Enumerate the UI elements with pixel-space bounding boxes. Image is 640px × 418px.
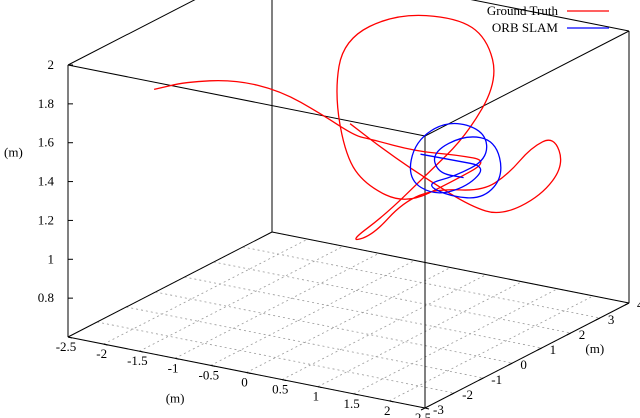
- y-tick-label: -2: [462, 387, 473, 402]
- z-tick-label: 1.8: [38, 96, 54, 111]
- z-tick-label: 1.4: [38, 174, 55, 189]
- box-edge: [271, 231, 630, 304]
- y-tick-mark: [449, 392, 455, 396]
- x-tick-mark: [424, 407, 430, 410]
- z-tick-label: 1.6: [38, 135, 55, 150]
- box-edge: [67, 64, 426, 137]
- box-edge: [424, 30, 630, 137]
- tick-labels: -2.5 -2 -1.5 -1 -0.5 0 0.5 1 1.5 2 2.5-3 -2 -1 0 1 2 3 4 0…: [4, 57, 640, 418]
- grid-line-x: [282, 274, 487, 380]
- x-tick-mark: [353, 393, 358, 396]
- x-tick-label: 1: [313, 389, 320, 404]
- box-edge: [424, 302, 630, 409]
- x-axis-label: (m): [166, 390, 185, 405]
- z-tick-label: 1.2: [38, 212, 54, 227]
- grid-line-x: [174, 252, 380, 359]
- x-tick-label: -1: [168, 360, 179, 375]
- y-tick-mark: [537, 347, 542, 351]
- box-edge: [67, 231, 273, 338]
- grid-line-x: [103, 238, 308, 345]
- y-tick-label: -1: [491, 372, 502, 387]
- x-tick-label: -2: [96, 346, 107, 361]
- y-tick-mark: [420, 407, 426, 411]
- y-tick-label: 2: [579, 327, 586, 342]
- legend: Ground Truth ORB SLAM: [487, 3, 609, 35]
- x-tick-label: 1.5: [343, 396, 359, 411]
- grid-line-x: [389, 295, 594, 402]
- z-tick-label: 2: [48, 57, 55, 72]
- grid-line-y: [97, 321, 455, 394]
- y-tick-mark: [566, 332, 571, 336]
- series-line-ground-truth: [153, 14, 562, 241]
- grid-line-x: [210, 260, 415, 366]
- x-tick-mark: [246, 372, 251, 374]
- grid-line-x: [317, 281, 523, 388]
- z-axis-label: (m): [4, 144, 23, 159]
- x-tick-mark: [67, 336, 73, 339]
- x-tick-label: 2.5: [415, 410, 431, 418]
- grid-line-y: [213, 261, 571, 334]
- z-tick-label: 0.8: [38, 290, 54, 305]
- y-tick-mark: [595, 317, 601, 321]
- legend-label: Ground Truth: [487, 3, 559, 18]
- grid-line-y: [184, 276, 542, 349]
- y-tick-label: 3: [608, 312, 615, 327]
- x-tick-label: 0.5: [272, 382, 288, 397]
- series-group: [153, 14, 562, 241]
- y-tick-label: -3: [433, 402, 444, 417]
- grid-line-x: [353, 288, 558, 395]
- box-edge: [470, 0, 630, 32]
- grid-line-x: [246, 267, 451, 373]
- x-tick-label: 0: [241, 375, 248, 390]
- x-tick-mark: [174, 357, 180, 360]
- plot-box: [67, 0, 630, 409]
- x-tick-mark: [389, 400, 394, 403]
- y-tick-mark: [508, 362, 513, 366]
- grid-line-y: [155, 291, 513, 364]
- grid-line-x: [139, 245, 344, 352]
- x-tick-mark: [210, 364, 215, 367]
- x-tick-label: -0.5: [199, 367, 220, 382]
- x-tick-label: -2.5: [56, 339, 77, 354]
- y-tick-mark: [479, 377, 484, 381]
- x-tick-mark: [139, 350, 144, 353]
- x-tick-label: -1.5: [127, 353, 148, 368]
- box-edge: [67, 0, 196, 66]
- x-tick-mark: [103, 343, 108, 346]
- legend-label: ORB SLAM: [492, 20, 559, 35]
- y-tick-mark: [624, 302, 630, 306]
- y-tick-label: 1: [550, 342, 557, 357]
- y-tick-label: 0: [520, 357, 527, 372]
- x-tick-mark: [317, 386, 323, 389]
- z-tick-label: 1: [48, 251, 55, 266]
- series-line-orb-slam: [409, 122, 502, 199]
- y-axis-label: (m): [585, 341, 604, 356]
- grid-line-y: [242, 246, 600, 319]
- x-tick-mark: [282, 379, 287, 382]
- grid-line-y: [126, 306, 484, 379]
- y-tick-label: 4: [637, 297, 640, 312]
- floor-grid: [67, 231, 630, 409]
- x-tick-label: 2: [384, 403, 391, 418]
